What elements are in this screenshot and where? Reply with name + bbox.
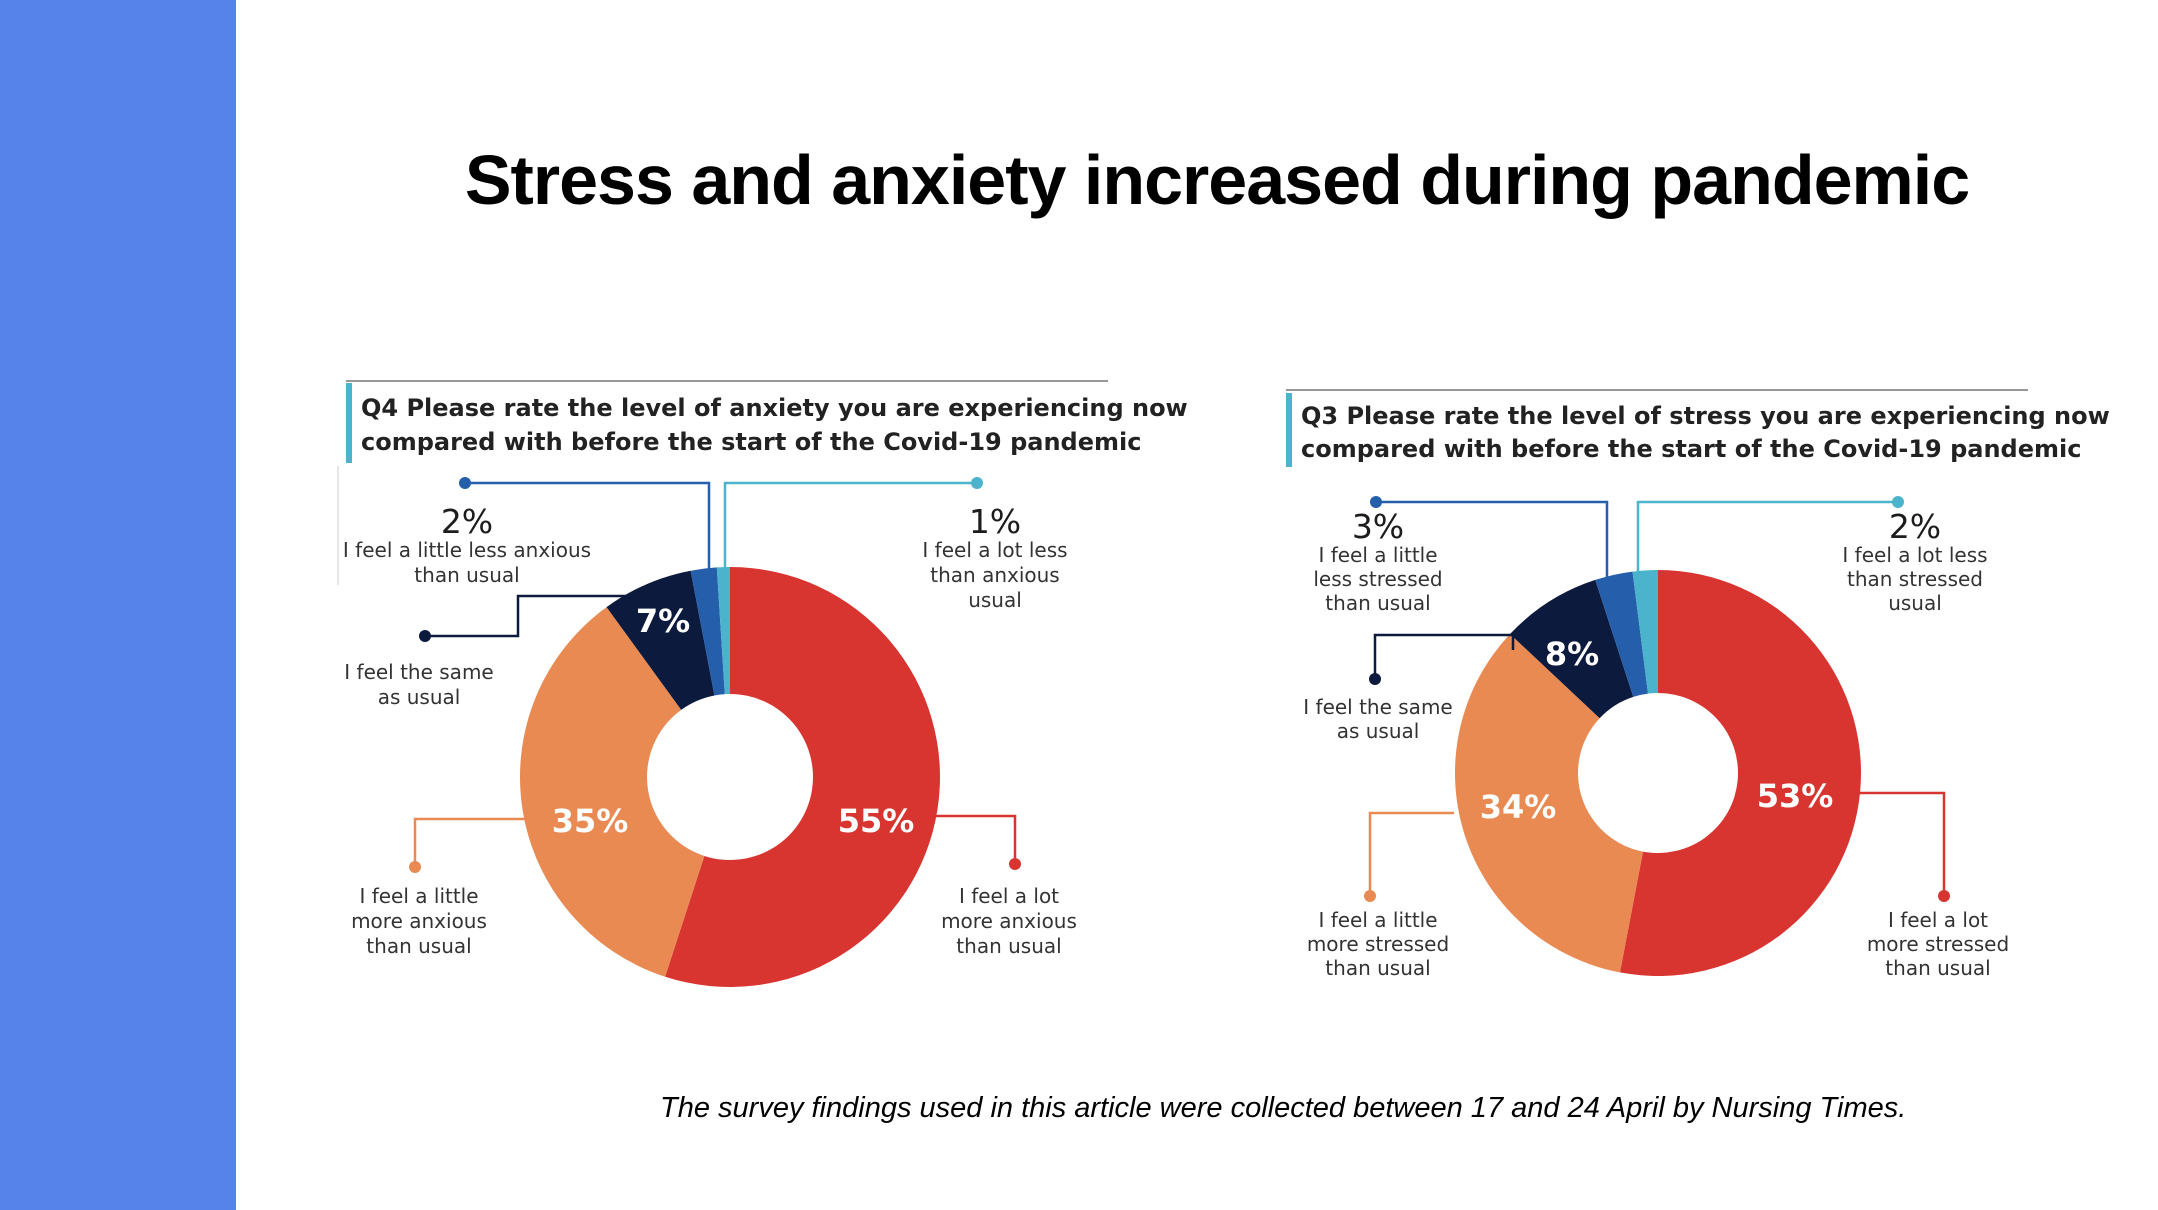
- leader-dot-same: [1369, 673, 1381, 685]
- slice-label-same: as usual: [378, 685, 461, 709]
- question-accent-bar: [1286, 393, 1292, 467]
- leader-line-a_lot_less: [1636, 500, 1898, 575]
- leader-dot-a_lot_more: [1009, 858, 1021, 870]
- slice-a_lot_more: [1619, 570, 1861, 976]
- slice-a_lot_less: [716, 567, 730, 695]
- slice-label-a_little_more: more stressed: [1307, 932, 1449, 956]
- slice-a_lot_more: [665, 567, 940, 987]
- slice-label-a_lot_more: than usual: [956, 934, 1061, 958]
- leader-line-a_lot_more: [1859, 791, 1946, 896]
- leader-dot-same: [419, 630, 431, 642]
- slice-label-a_little_more: than usual: [1325, 956, 1430, 980]
- leader-line-a_little_less: [465, 481, 711, 573]
- slice-label-a_lot_more: than usual: [1885, 956, 1990, 980]
- leader-line-same: [1373, 633, 1515, 679]
- slice-label-a_lot_more: more stressed: [1867, 932, 2009, 956]
- slice-label-a_lot_more: I feel a lot: [959, 884, 1059, 908]
- slice-label-a_lot_more: more anxious: [941, 909, 1077, 933]
- question-title-line-2: compared with before the start of the Co…: [361, 428, 1141, 456]
- slice-label-a_little_more: than usual: [366, 934, 471, 958]
- slice-label-same: as usual: [1337, 719, 1420, 743]
- leader-line-a_little_less: [1376, 500, 1609, 583]
- slice-label-a_lot_less: usual: [968, 588, 1022, 612]
- slice-a_little_less: [690, 567, 725, 696]
- question-title-line-2: compared with before the start of the Co…: [1301, 435, 2081, 463]
- leader-dot-a_little_less: [1370, 496, 1382, 508]
- slice-label-a_little_more: I feel a little: [359, 884, 478, 908]
- question-accent-bar: [346, 383, 352, 463]
- slice-a_little_more: [520, 607, 705, 977]
- leader-line-same: [425, 594, 632, 638]
- leader-dot-a_lot_less: [971, 477, 983, 489]
- slice-value-a_lot_less: 2%: [1889, 507, 1941, 546]
- slice-same: [606, 570, 715, 710]
- slice-label-a_little_less: less stressed: [1313, 567, 1442, 591]
- slice-same: [1510, 579, 1634, 719]
- slice-label-a_lot_more: I feel a lot: [1888, 908, 1988, 932]
- slice-a_little_more: [1455, 634, 1644, 973]
- slice-label-a_little_less: than usual: [414, 563, 519, 587]
- slice-value-a_little_more: 35%: [552, 802, 629, 840]
- slice-label-a_little_more: more anxious: [351, 909, 487, 933]
- slice-label-a_little_less: than usual: [1325, 591, 1430, 615]
- question-title-line-1: Q3 Please rate the level of stress you a…: [1301, 402, 2110, 430]
- leader-dot-a_lot_more: [1938, 890, 1950, 902]
- sidebar-accent-bar: [0, 0, 236, 1210]
- slice-value-a_lot_more: 55%: [838, 802, 915, 840]
- leader-line-a_lot_less: [723, 481, 977, 573]
- footnote: The survey findings used in this article…: [660, 1092, 1907, 1124]
- slice-value-a_little_less: 3%: [1352, 507, 1404, 546]
- leader-dot-a_little_more: [1364, 890, 1376, 902]
- leader-line-a_little_more: [413, 817, 526, 867]
- slice-label-same: I feel the same: [344, 660, 493, 684]
- leader-dot-a_little_less: [459, 477, 471, 489]
- slice-label-a_little_less: I feel a little less anxious: [343, 538, 591, 562]
- leader-line-a_lot_more: [932, 814, 1017, 864]
- slice-label-same: I feel the same: [1303, 695, 1452, 719]
- slide-title: Stress and anxiety increased during pand…: [464, 141, 1970, 219]
- slice-label-a_lot_less: usual: [1888, 591, 1942, 615]
- slice-value-a_lot_less: 1%: [969, 502, 1021, 541]
- slice-label-a_little_less: I feel a little: [1318, 543, 1437, 567]
- slice-value-same: 7%: [636, 602, 690, 640]
- slice-label-a_lot_less: I feel a lot less: [1842, 543, 1987, 567]
- slice-label-a_little_more: I feel a little: [1318, 908, 1437, 932]
- slice-label-a_lot_less: than anxious: [930, 563, 1059, 587]
- slice-label-a_lot_less: I feel a lot less: [922, 538, 1067, 562]
- leader-dot-a_little_more: [409, 861, 421, 873]
- slice-value-a_little_more: 34%: [1480, 788, 1557, 826]
- leader-line-a_little_more: [1368, 811, 1454, 896]
- leader-dot-a_lot_less: [1892, 496, 1904, 508]
- question-title-line-1: Q4 Please rate the level of anxiety you …: [361, 394, 1188, 422]
- slice-value-a_lot_more: 53%: [1757, 777, 1834, 815]
- slice-label-a_lot_less: than stressed: [1847, 567, 1983, 591]
- slice-value-same: 8%: [1545, 635, 1599, 673]
- slice-value-a_little_less: 2%: [441, 502, 493, 541]
- slice-a_lot_less: [1632, 570, 1658, 694]
- slice-a_little_less: [1595, 571, 1648, 697]
